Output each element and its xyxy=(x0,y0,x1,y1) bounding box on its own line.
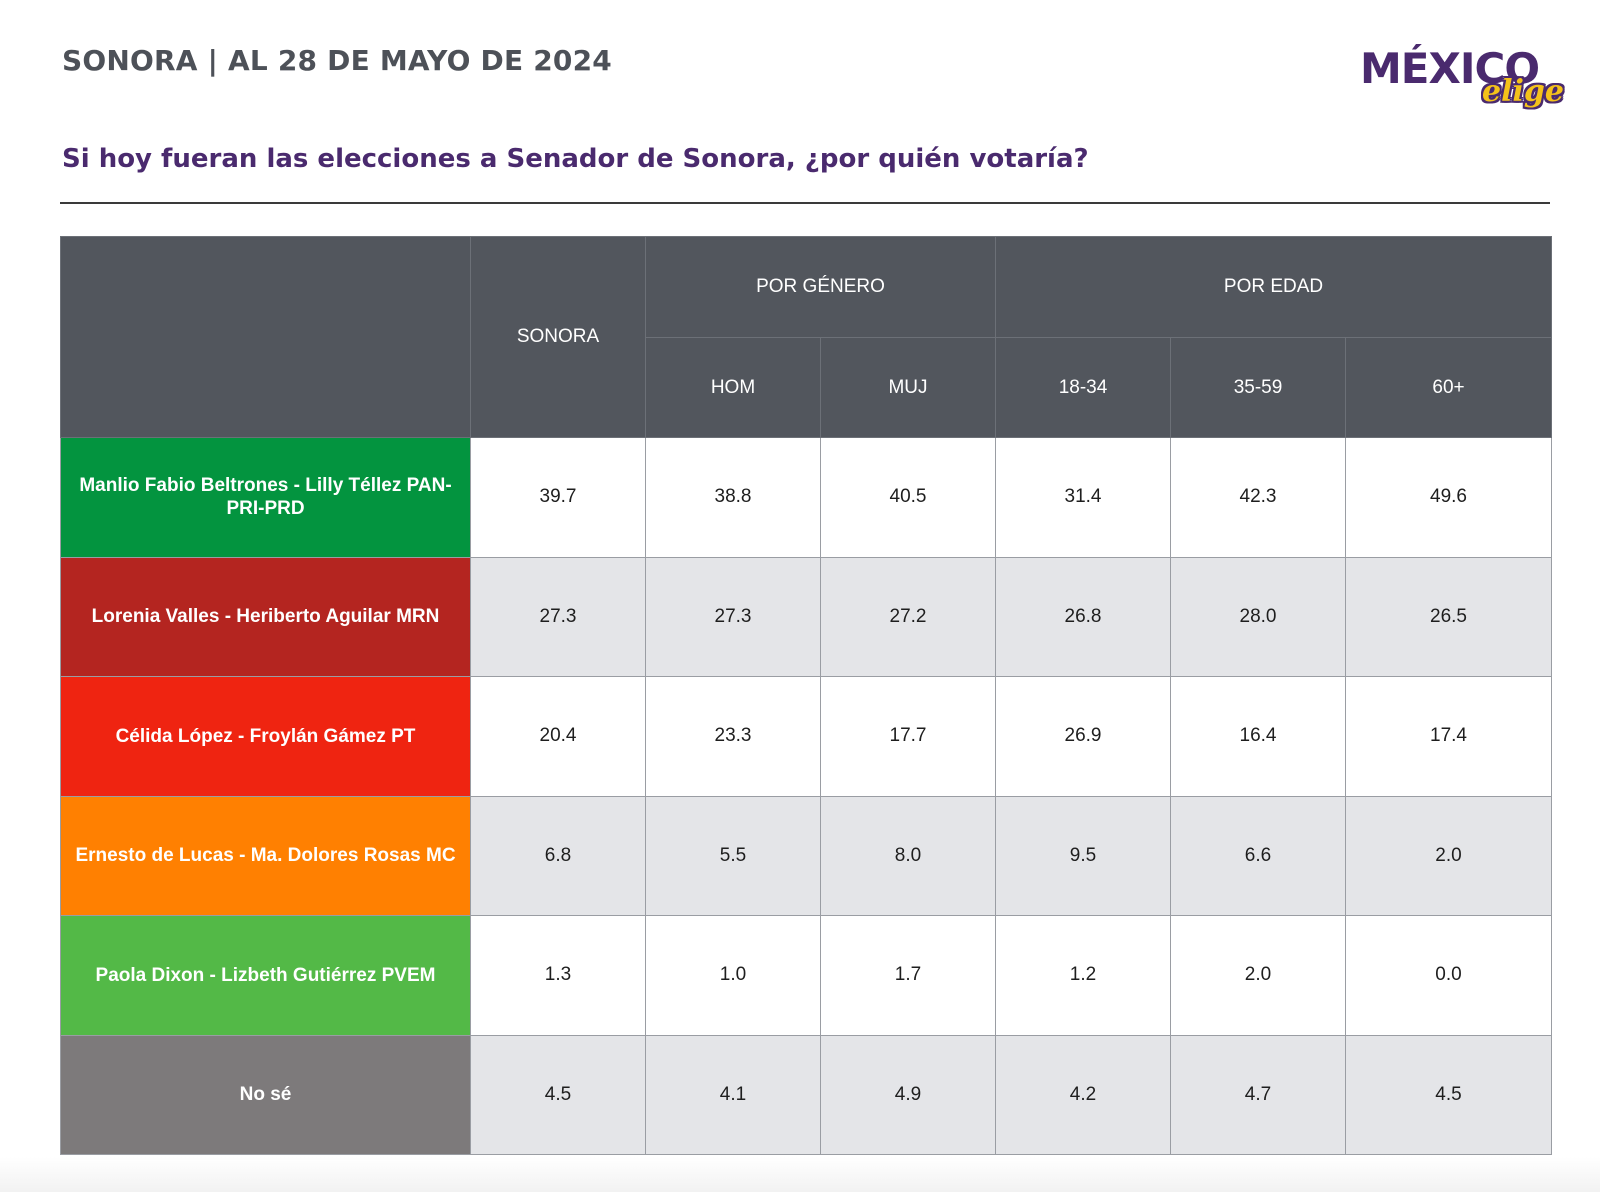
value-cell: 16.4 xyxy=(1170,676,1346,797)
value-cell: 26.9 xyxy=(995,676,1171,797)
header-divider xyxy=(60,202,1550,204)
value-cell: 1.7 xyxy=(820,915,996,1036)
value-cell: 8.0 xyxy=(820,795,996,916)
value-cell: 27.3 xyxy=(470,556,646,677)
candidate-label: Célida López - Froylán Gámez PT xyxy=(60,676,471,797)
page-title: SONORA | AL 28 DE MAYO DE 2024 xyxy=(62,44,612,77)
column-header-total: SONORA xyxy=(470,236,646,438)
value-cell: 6.8 xyxy=(470,795,646,916)
value-cell: 28.0 xyxy=(1170,556,1346,677)
value-cell: 4.7 xyxy=(1170,1034,1346,1155)
value-cell: 17.4 xyxy=(1344,676,1553,797)
table-row: No sé 4.5 4.1 4.9 4.2 4.7 4.5 xyxy=(60,1034,1553,1155)
value-cell: 4.9 xyxy=(820,1034,996,1155)
value-cell: 42.3 xyxy=(1170,437,1346,558)
value-cell: 26.5 xyxy=(1344,556,1553,677)
survey-question: Si hoy fueran las elecciones a Senador d… xyxy=(62,144,1089,174)
candidate-label: Ernesto de Lucas - Ma. Dolores Rosas MC xyxy=(60,795,471,916)
value-cell: 4.5 xyxy=(1344,1034,1553,1155)
value-cell: 38.8 xyxy=(645,437,821,558)
value-cell: 2.0 xyxy=(1170,915,1346,1036)
value-cell: 4.5 xyxy=(470,1034,646,1155)
table-row: Ernesto de Lucas - Ma. Dolores Rosas MC 6… xyxy=(60,795,1553,916)
logo-sub-text: elige xyxy=(1482,74,1564,109)
table-row: Paola Dixon - Lizbeth Gutiérrez PVEM 1.3 1… xyxy=(60,915,1553,1036)
value-cell: 17.7 xyxy=(820,676,996,797)
value-cell: 27.3 xyxy=(645,556,821,677)
candidate-label: No sé xyxy=(60,1034,471,1155)
value-cell: 31.4 xyxy=(995,437,1171,558)
value-cell: 2.0 xyxy=(1344,795,1553,916)
value-cell: 27.2 xyxy=(820,556,996,677)
value-cell: 1.0 xyxy=(645,915,821,1036)
value-cell: 39.7 xyxy=(470,437,646,558)
table-body: Manlio Fabio Beltrones - Lilly Téllez PA… xyxy=(60,437,1553,1155)
value-cell: 6.6 xyxy=(1170,795,1346,916)
value-cell: 1.2 xyxy=(995,915,1171,1036)
value-cell: 49.6 xyxy=(1344,437,1553,558)
column-header-35-59: 35-59 xyxy=(1170,337,1346,438)
column-header-18-34: 18-34 xyxy=(995,337,1171,438)
column-header-60-plus: 60+ xyxy=(1344,337,1553,438)
page-bottom-band xyxy=(0,1157,1600,1192)
value-cell: 4.1 xyxy=(645,1034,821,1155)
value-cell: 0.0 xyxy=(1344,915,1553,1036)
candidate-label: Manlio Fabio Beltrones - Lilly Téllez PA… xyxy=(60,437,471,558)
value-cell: 26.8 xyxy=(995,556,1171,677)
column-header-muj: MUJ xyxy=(820,337,996,438)
logo-main-text: MÉXICO xyxy=(1360,44,1540,93)
candidate-label: Lorenia Valles - Heriberto Aguilar MRN xyxy=(60,556,471,677)
candidate-label: Paola Dixon - Lizbeth Gutiérrez PVEM xyxy=(60,915,471,1036)
table-row: Lorenia Valles - Heriberto Aguilar MRN 27… xyxy=(60,556,1553,677)
value-cell: 1.3 xyxy=(470,915,646,1036)
value-cell: 4.2 xyxy=(995,1034,1171,1155)
value-cell: 5.5 xyxy=(645,795,821,916)
column-header-hom: HOM xyxy=(645,337,821,438)
table-row: Célida López - Froylán Gámez PT 20.4 23.3 1… xyxy=(60,676,1553,797)
results-table: SONORA POR GÉNERO POR EDAD HOM MUJ 18-34… xyxy=(60,236,1553,1155)
mexico-elige-logo: MÉXICO elige xyxy=(1360,44,1564,114)
value-cell: 9.5 xyxy=(995,795,1171,916)
value-cell: 40.5 xyxy=(820,437,996,558)
column-group-age: POR EDAD xyxy=(994,236,1553,338)
value-cell: 20.4 xyxy=(470,676,646,797)
table-row: Manlio Fabio Beltrones - Lilly Téllez PA… xyxy=(60,437,1553,558)
corner-header-cell xyxy=(60,236,471,438)
value-cell: 23.3 xyxy=(645,676,821,797)
column-group-gender: POR GÉNERO xyxy=(645,236,996,338)
